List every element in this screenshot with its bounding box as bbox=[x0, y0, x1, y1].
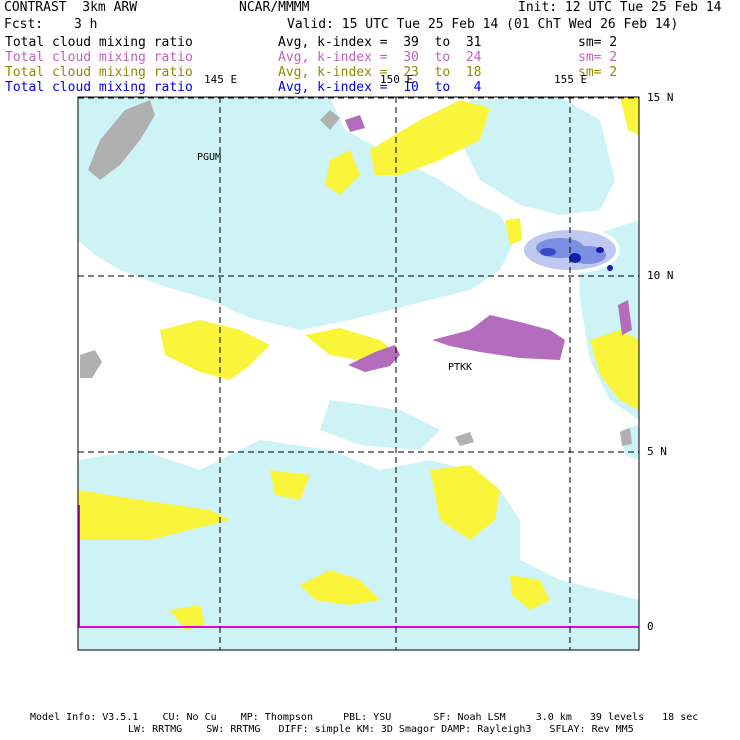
legend-field-3: Total cloud mixing ratio bbox=[5, 65, 193, 80]
model-info-line2: LW: RRTMG SW: RRTMG DIFF: simple KM: 3D … bbox=[128, 724, 634, 735]
legend-sm-1: sm= 2 bbox=[578, 35, 618, 50]
station-label-ptkk: PTKK bbox=[448, 362, 473, 373]
station-label-pgum: PGUM bbox=[197, 152, 222, 163]
legend-field-2: Total cloud mixing ratio bbox=[5, 50, 193, 65]
convective-cluster bbox=[520, 226, 620, 274]
legend-sm-2: sm= 2 bbox=[578, 50, 618, 65]
lat-label-10n: 10 N bbox=[647, 269, 674, 282]
lon-label-155: 155 E bbox=[554, 73, 588, 86]
valid-time: Valid: 15 UTC Tue 25 Feb 14 (01 ChT Wed … bbox=[287, 17, 679, 32]
deep-cloud-layer bbox=[80, 100, 632, 446]
lat-label-5n: 5 N bbox=[647, 445, 667, 458]
lat-label-15n: 15 N bbox=[647, 91, 674, 104]
lon-label-150: 150 E bbox=[380, 73, 414, 86]
model-title: CONTRAST 3km ARW bbox=[4, 0, 138, 15]
legend-sm-3: sm= 2 bbox=[578, 65, 618, 80]
forecast-label: Fcst: bbox=[4, 17, 44, 32]
map-frame bbox=[77, 96, 640, 651]
mid-cloud-layer bbox=[78, 97, 639, 630]
lon-label-145: 145 E bbox=[204, 73, 238, 86]
forecast-hours: 3 h bbox=[74, 17, 98, 32]
legend-range-3: Avg, k-index = 23 to 18 bbox=[278, 65, 482, 80]
legend-range-2: Avg, k-index = 30 to 24 bbox=[278, 50, 482, 65]
init-time: Init: 12 UTC Tue 25 Feb 14 bbox=[518, 0, 722, 15]
high-cloud-layer bbox=[345, 115, 632, 372]
legend-field-1: Total cloud mixing ratio bbox=[5, 35, 193, 50]
lat-label-0: 0 bbox=[647, 620, 654, 633]
legend-range-1: Avg, k-index = 39 to 31 bbox=[278, 35, 482, 50]
model-info-line1: Model Info: V3.5.1 CU: No Cu MP: Thompso… bbox=[30, 712, 699, 723]
legend-field-4: Total cloud mixing ratio bbox=[5, 80, 193, 95]
equator-marker bbox=[78, 505, 639, 628]
organization-label: NCAR/MMMM bbox=[239, 0, 310, 15]
graticule bbox=[78, 97, 639, 650]
legend-range-4: Avg, k-index = 10 to 4 bbox=[278, 80, 482, 95]
